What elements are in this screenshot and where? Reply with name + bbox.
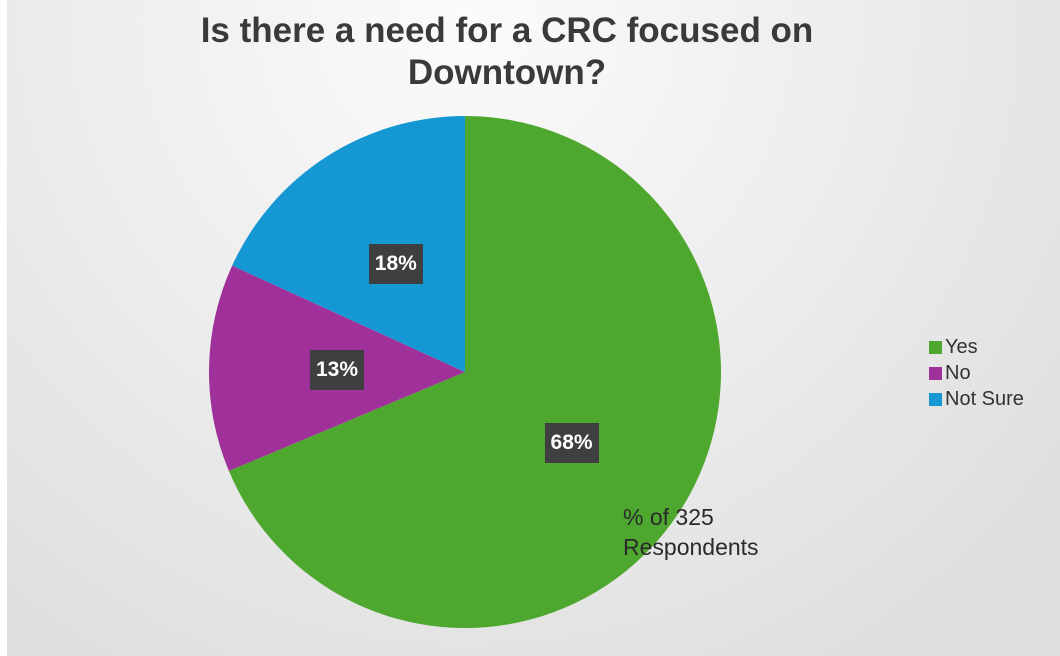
pie-slice-not-sure <box>232 116 465 372</box>
data-label-yes: 68% <box>544 422 599 463</box>
legend-swatch-yes <box>929 340 942 354</box>
legend-item-yes: Yes <box>929 334 1054 360</box>
pie-chart <box>7 0 1060 656</box>
respondents-annotation: % of 325 Respondents <box>623 504 759 560</box>
data-label-no: 13% <box>310 349 365 390</box>
legend: Yes No Not Sure <box>929 334 1054 412</box>
legend-swatch-no <box>929 366 942 380</box>
chart-title: Is there a need for a CRC focused on Dow… <box>200 11 814 92</box>
pie-slice-yes <box>228 116 721 628</box>
legend-label-yes: Yes <box>945 335 978 358</box>
legend-item-not-sure: Not Sure <box>929 386 1054 412</box>
chart-area: Is there a need for a CRC focused on Dow… <box>7 0 1060 656</box>
legend-label-no: No <box>945 361 971 384</box>
data-label-not-sure: 18% <box>368 244 423 285</box>
legend-label-not-sure: Not Sure <box>945 387 1024 410</box>
legend-item-no: No <box>929 360 1054 386</box>
legend-swatch-not-sure <box>929 392 942 406</box>
